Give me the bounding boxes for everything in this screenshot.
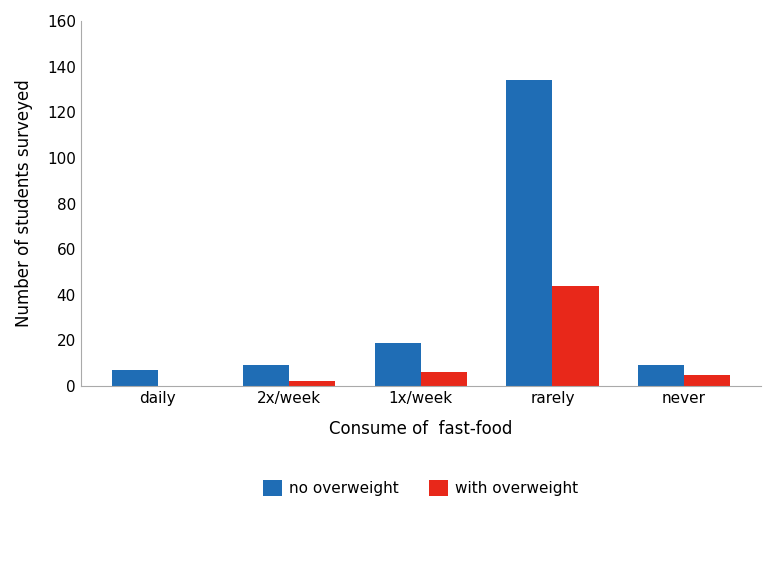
Bar — [638, 365, 684, 386]
Bar — [421, 372, 467, 386]
Bar — [684, 375, 730, 386]
Bar — [553, 286, 598, 386]
Bar — [375, 343, 421, 386]
Legend: no overweight, with overweight: no overweight, with overweight — [257, 474, 584, 502]
Bar — [243, 365, 289, 386]
Y-axis label: Number of students surveyed: Number of students surveyed — [15, 80, 33, 328]
Bar — [112, 370, 158, 386]
Bar — [289, 381, 335, 386]
Bar — [507, 80, 553, 386]
X-axis label: Consume of  fast-food: Consume of fast-food — [329, 420, 513, 438]
